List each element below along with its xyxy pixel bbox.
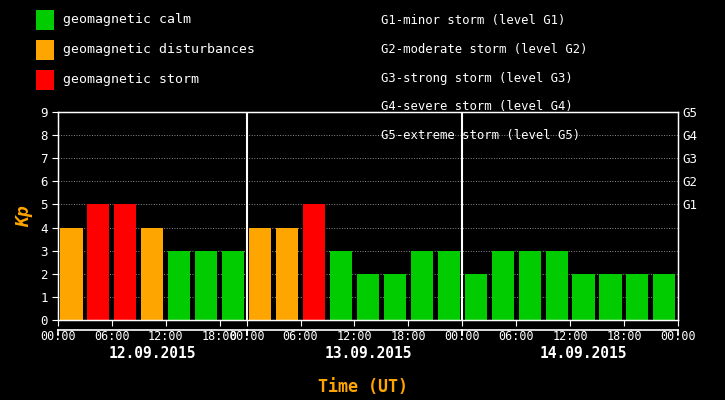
- Text: geomagnetic storm: geomagnetic storm: [63, 74, 199, 86]
- Bar: [411, 251, 433, 320]
- Y-axis label: Kp: Kp: [15, 205, 33, 227]
- Bar: [222, 251, 244, 320]
- Bar: [60, 228, 83, 320]
- Bar: [303, 204, 325, 320]
- Bar: [141, 228, 163, 320]
- Bar: [492, 251, 514, 320]
- Text: G1-minor storm (level G1): G1-minor storm (level G1): [381, 14, 565, 27]
- Bar: [518, 251, 541, 320]
- Bar: [276, 228, 298, 320]
- Text: 12.09.2015: 12.09.2015: [109, 346, 196, 362]
- Bar: [384, 274, 406, 320]
- Text: G2-moderate storm (level G2): G2-moderate storm (level G2): [381, 43, 587, 56]
- Text: G4-severe storm (level G4): G4-severe storm (level G4): [381, 100, 572, 114]
- Bar: [330, 251, 352, 320]
- Text: G5-extreme storm (level G5): G5-extreme storm (level G5): [381, 129, 580, 142]
- Bar: [195, 251, 218, 320]
- Bar: [168, 251, 191, 320]
- Text: 14.09.2015: 14.09.2015: [540, 346, 627, 362]
- Bar: [88, 204, 109, 320]
- Bar: [249, 228, 271, 320]
- Text: G3-strong storm (level G3): G3-strong storm (level G3): [381, 72, 572, 85]
- Bar: [653, 274, 676, 320]
- Bar: [438, 251, 460, 320]
- Text: Time (UT): Time (UT): [318, 378, 407, 396]
- Bar: [600, 274, 621, 320]
- Text: geomagnetic calm: geomagnetic calm: [63, 14, 191, 26]
- Text: 13.09.2015: 13.09.2015: [324, 346, 412, 362]
- Bar: [573, 274, 594, 320]
- Text: geomagnetic disturbances: geomagnetic disturbances: [63, 44, 255, 56]
- Bar: [465, 274, 486, 320]
- Bar: [357, 274, 379, 320]
- Bar: [545, 251, 568, 320]
- Bar: [626, 274, 648, 320]
- Bar: [115, 204, 136, 320]
